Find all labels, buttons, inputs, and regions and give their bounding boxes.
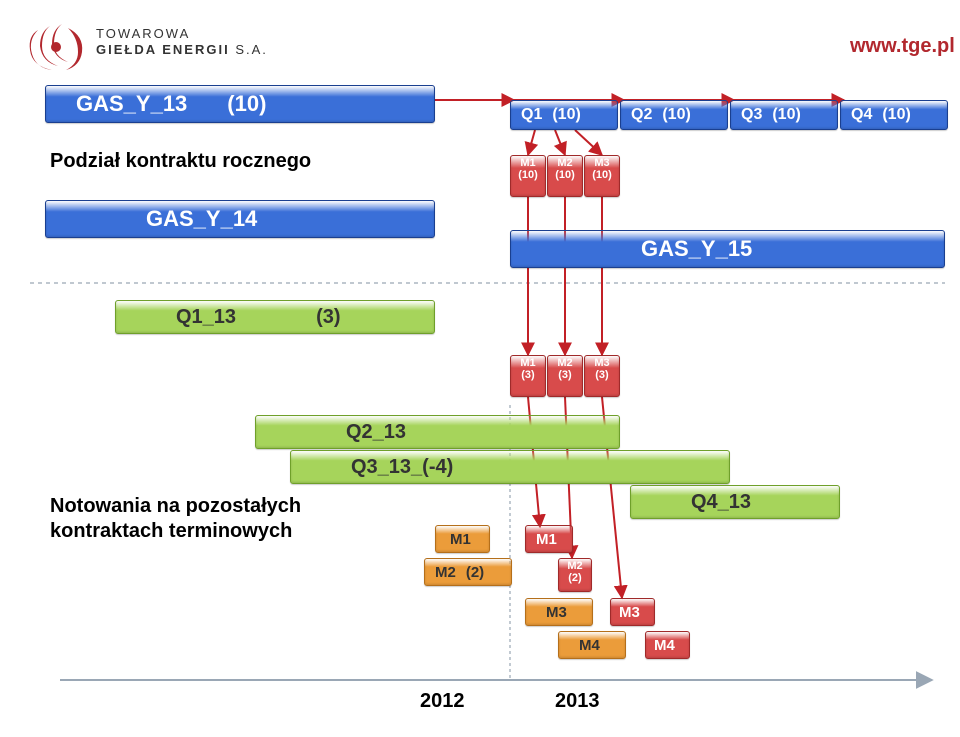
text-yr2012: 2012 <box>420 690 465 713</box>
bar-gas_y_15-label: GAS_Y_15 <box>641 236 752 262</box>
bar-gas_y_15: GAS_Y_15 <box>510 230 945 268</box>
tiny-label-m1_10: M1(10) <box>510 158 546 181</box>
bar-gas_y_13-label: GAS_Y_13 <box>76 91 187 117</box>
site-url: www.tge.pl <box>850 35 955 58</box>
tiny-label-m2_3: M2(3) <box>547 358 583 381</box>
bar-q2_13: Q2_13 <box>255 415 620 449</box>
logo-line1: TOWAROWA <box>96 26 190 41</box>
logo-suffix: S.A. <box>235 42 268 57</box>
bar-q4_13-label: Q4_13 <box>691 491 751 514</box>
bar-q3_10-label2: (10) <box>772 106 800 124</box>
logo-graphic <box>18 18 88 76</box>
text-yr2013: 2013 <box>555 690 600 713</box>
bar-m3_a: M3 <box>525 598 593 626</box>
tiny-label-m2_10: M2(10) <box>547 158 583 181</box>
bar-q1_13: Q1_13 (3) <box>115 300 435 334</box>
bar-m3_b-label: M3 <box>619 604 640 621</box>
bar-m2_a-label2: (2) <box>466 564 484 581</box>
bar-q4_10: Q4 (10) <box>840 100 948 130</box>
text-podzial: Podział kontraktu rocznego <box>50 150 311 173</box>
bar-m4_a: M4 <box>558 631 626 659</box>
bar-q3_10: Q3 (10) <box>730 100 838 130</box>
tiny-label-m1_3: M1(3) <box>510 358 546 381</box>
logo-company-text: TOWAROWA GIEŁDA ENERGII S.A. <box>96 26 268 57</box>
bar-m3_a-label: M3 <box>546 604 567 621</box>
bar-q2_10-label: Q2 <box>631 106 652 124</box>
bar-q4_10-label: Q4 <box>851 106 872 124</box>
tiny-label-m3_3: M3(3) <box>584 358 620 381</box>
logo-line2: GIEŁDA ENERGII <box>96 42 230 57</box>
bar-q2_10: Q2 (10) <box>620 100 728 130</box>
bar-m2_a: M2 (2) <box>424 558 512 586</box>
bar-m4_b-label: M4 <box>654 637 675 654</box>
bar-gas_y_14: GAS_Y_14 <box>45 200 435 238</box>
bar-m1_b-label: M1 <box>536 531 557 548</box>
bar-q4_13: Q4_13 <box>630 485 840 519</box>
bar-m2_a-label: M2 <box>435 564 456 581</box>
bar-m1_a: M1 <box>435 525 490 553</box>
bar-q3_13-label: Q3_13_(-4) <box>351 456 453 479</box>
text-notowania1: Notowania na pozostałych <box>50 495 301 518</box>
bar-q4_10-label2: (10) <box>882 106 910 124</box>
tiny-label-m3_10: M3(10) <box>584 158 620 181</box>
bar-q1_10-label2: (10) <box>552 106 580 124</box>
bar-q2_13-label: Q2_13 <box>346 421 406 444</box>
bar-m1_b: M1 <box>525 525 573 553</box>
bar-gas_y_14-label: GAS_Y_14 <box>146 206 257 232</box>
bar-m1_a-label: M1 <box>450 531 471 548</box>
bar-gas_y_13: GAS_Y_13 (10) <box>45 85 435 123</box>
bar-q3_10-label: Q3 <box>741 106 762 124</box>
text-notowania2: kontraktach terminowych <box>50 520 292 543</box>
bar-q1_10-label: Q1 <box>521 106 542 124</box>
bar-m4_a-label: M4 <box>579 637 600 654</box>
bar-q1_10: Q1 (10) <box>510 100 618 130</box>
bar-q1_13-label: Q1_13 <box>176 306 236 329</box>
bar-gas_y_13-label2: (10) <box>227 91 266 117</box>
tiny-label-m2_b: M2(2) <box>558 561 592 584</box>
bar-q2_10-label2: (10) <box>662 106 690 124</box>
bar-m4_b: M4 <box>645 631 690 659</box>
bar-q3_13: Q3_13_(-4) <box>290 450 730 484</box>
bar-q1_13-label2: (3) <box>316 306 340 329</box>
bar-m3_b: M3 <box>610 598 655 626</box>
